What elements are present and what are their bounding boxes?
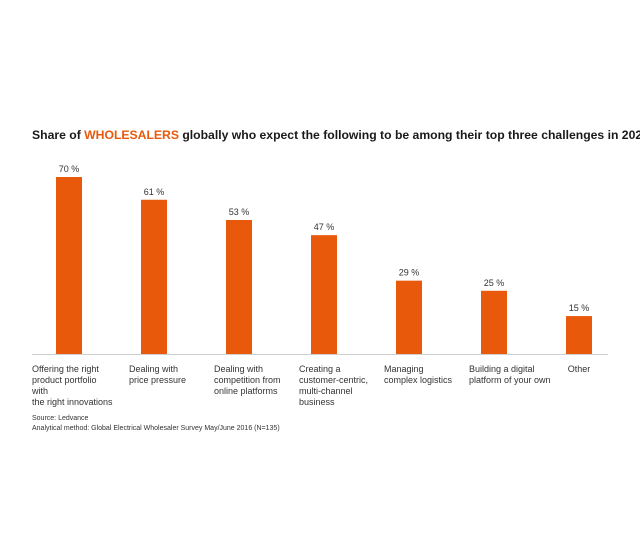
bar-3 (226, 219, 252, 354)
category-label-line: platform of your own (469, 375, 551, 385)
category-label-line: price pressure (129, 375, 187, 385)
category-label-line: customer-centric, (299, 375, 369, 385)
bar-value-label-5: 29 % (399, 268, 420, 278)
bar-value-label-1: 70 % (59, 164, 80, 174)
category-label-line: Building a digital (469, 364, 535, 374)
bar-value-label-2: 61 % (144, 187, 165, 197)
bar-value-label-4: 47 % (314, 222, 335, 232)
category-label-line: the right innovations (32, 397, 113, 407)
category-label-3: Dealing with competition from online platf… (214, 364, 296, 397)
bar-1 (56, 177, 82, 354)
bar-7 (566, 316, 592, 354)
title-highlight: WHOLESALERS (84, 128, 179, 142)
category-label-line: complex logistics (384, 375, 453, 385)
category-label-line: multi-channel (299, 386, 353, 396)
category-label-line: competition from (214, 375, 281, 385)
chart-title: Share of WHOLESALERS globally who expect… (32, 128, 640, 142)
bar-value-label-6: 25 % (484, 278, 505, 288)
category-label-line: Other (567, 364, 591, 374)
source-line: Source: Ledvance (32, 415, 89, 422)
title-suffix: globally who expect the following to be … (178, 128, 640, 142)
bar-5 (396, 280, 422, 354)
category-label-line: Dealing with (129, 364, 179, 374)
category-label-4: Creating a customer-centric, multi-channel… (299, 364, 381, 408)
category-label-6: Building a digital platform of your own (469, 364, 551, 386)
method-line: Analytical method: Global Electrical Who… (32, 424, 280, 432)
bar-value-label-7: 15 % (569, 303, 590, 313)
category-label-5: Managing complex logistics (384, 364, 466, 386)
category-label-2: Dealing with price pressure (129, 364, 211, 386)
category-label-line: Offering the right (32, 364, 99, 374)
category-label-line: online platforms (214, 386, 278, 396)
category-label-7: Other (538, 364, 620, 375)
category-label-line: Managing (384, 364, 424, 374)
category-label-line: product portfolio with (32, 375, 97, 396)
bar-4 (311, 235, 337, 354)
bar-6 (481, 290, 507, 354)
bar-2 (141, 199, 167, 354)
category-label-1: Offering the right product portfolio with… (32, 364, 114, 408)
title-prefix: Share of (32, 128, 85, 142)
source-note: Source: Ledvance Analytical method: Glob… (32, 414, 280, 433)
bar-value-label-3: 53 % (229, 207, 250, 217)
category-label-line: Creating a (299, 364, 341, 374)
category-label-line: business (299, 397, 335, 407)
category-label-line: Dealing with (214, 364, 264, 374)
